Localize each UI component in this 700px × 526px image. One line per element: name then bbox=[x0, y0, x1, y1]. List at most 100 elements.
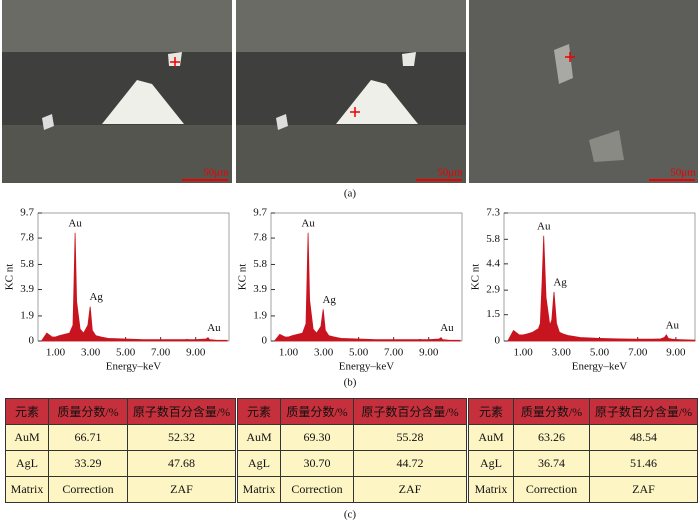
table-row: AuM 63.26 48.54 bbox=[468, 424, 698, 451]
table-row: 元素 质量分数/% 原子数百分含量/% bbox=[5, 398, 236, 425]
table-cell: 36.74 bbox=[513, 450, 590, 477]
table-row: Matrix Correction ZAF bbox=[237, 476, 467, 503]
y-tick-label: 1.9 bbox=[253, 309, 267, 321]
x-axis-label: Energy–keV bbox=[572, 361, 627, 373]
x-tick-label: 5.00 bbox=[116, 347, 136, 359]
table-row: AuM 69.30 55.28 bbox=[237, 424, 467, 451]
table-cell: Matrix bbox=[468, 476, 514, 503]
sem-image: 50μm bbox=[2, 0, 232, 183]
y-tick-label: 1.5 bbox=[486, 308, 500, 320]
table-cell: Correction bbox=[513, 476, 590, 503]
table-row: AgL 30.70 44.72 bbox=[237, 450, 467, 477]
table-cell: 66.71 bbox=[48, 424, 128, 451]
y-tick-label: 0 bbox=[29, 335, 35, 347]
table-cell: 30.70 bbox=[280, 450, 354, 477]
table-cell: 52.32 bbox=[127, 424, 236, 451]
x-tick-label: 1.00 bbox=[46, 347, 66, 359]
result-table: 元素 质量分数/% 原子数百分含量/% AuM 66.71 52.32 AgL 33.29 47… bbox=[5, 398, 236, 503]
table-cell: 33.29 bbox=[48, 450, 128, 477]
table-cell: 元素 bbox=[5, 398, 49, 425]
peak-label: Ag bbox=[553, 276, 567, 288]
spectrum bbox=[40, 232, 228, 342]
table-cell: 63.26 bbox=[513, 424, 590, 451]
table-cell: Matrix bbox=[5, 476, 49, 503]
table-cell: Matrix bbox=[237, 476, 281, 503]
table-row: 元素 质量分数/% 原子数百分含量/% bbox=[468, 398, 698, 425]
table-cell: 元素 bbox=[237, 398, 281, 425]
y-tick-label: 7.3 bbox=[486, 207, 500, 219]
scale-bar: 50μm bbox=[203, 167, 229, 179]
table-cell: 原子数百分含量/% bbox=[353, 398, 467, 425]
peak-label: Au bbox=[68, 217, 82, 229]
y-tick-label: 3.9 bbox=[253, 283, 267, 295]
y-tick-label: 5.8 bbox=[486, 233, 500, 245]
panel-label: (a) bbox=[344, 188, 357, 200]
y-tick-label: 2.9 bbox=[486, 284, 500, 296]
peak-label: Au bbox=[301, 217, 315, 229]
table-cell: 51.46 bbox=[589, 450, 698, 477]
plot-area bbox=[37, 212, 230, 342]
table-cell: Correction bbox=[280, 476, 354, 503]
table-row: AgL 33.29 47.68 bbox=[5, 450, 236, 477]
table-cell: AgL bbox=[468, 450, 514, 477]
x-axis-label: Energy–keV bbox=[106, 361, 161, 373]
x-tick-label: 3.00 bbox=[81, 347, 101, 359]
y-tick-label: 0 bbox=[495, 335, 501, 347]
sem-image: 50μm bbox=[469, 0, 698, 183]
table-cell: 47.68 bbox=[127, 450, 236, 477]
table-cell: AgL bbox=[237, 450, 281, 477]
table-cell: Correction bbox=[48, 476, 128, 503]
table-row: AuM 66.71 52.32 bbox=[5, 424, 236, 451]
y-tick-label: 5.8 bbox=[20, 258, 34, 270]
x-tick-label: 9.00 bbox=[666, 347, 686, 359]
y-tick-label: 4.4 bbox=[486, 257, 500, 269]
x-tick-label: 7.00 bbox=[151, 347, 171, 359]
table-cell: 原子数百分含量/% bbox=[127, 398, 236, 425]
y-tick-label: 9.7 bbox=[20, 207, 34, 219]
table-row: Matrix Correction ZAF bbox=[468, 476, 698, 503]
table-cell: ZAF bbox=[353, 476, 467, 503]
y-axis-label: KC nt bbox=[237, 264, 249, 291]
peak-label: Ag bbox=[89, 291, 103, 303]
peak-label: Au bbox=[666, 319, 680, 331]
result-table: 元素 质量分数/% 原子数百分含量/% AuM 63.26 48.54 AgL 36.74 51… bbox=[468, 398, 698, 503]
y-tick-label: 1.9 bbox=[20, 309, 34, 321]
table-cell: ZAF bbox=[589, 476, 698, 503]
y-tick-label: 7.8 bbox=[253, 232, 267, 244]
scale-bar: 50μm bbox=[670, 167, 696, 179]
table-cell: AgL bbox=[5, 450, 49, 477]
y-tick-label: 3.9 bbox=[20, 283, 34, 295]
y-tick-label: 9.7 bbox=[253, 207, 267, 219]
x-tick-label: 1.00 bbox=[279, 347, 299, 359]
x-tick-label: 1.00 bbox=[513, 347, 533, 359]
sem-image: 50μm bbox=[236, 0, 466, 183]
x-tick-label: 3.00 bbox=[552, 347, 572, 359]
x-tick-label: 7.00 bbox=[384, 347, 404, 359]
y-axis-label: KC nt bbox=[4, 264, 16, 291]
panel-label: (b) bbox=[344, 377, 357, 389]
x-axis-label: Energy–keV bbox=[339, 361, 394, 373]
table-row: 元素 质量分数/% 原子数百分含量/% bbox=[237, 398, 467, 425]
table-cell: ZAF bbox=[127, 476, 236, 503]
table-cell: 69.30 bbox=[280, 424, 354, 451]
plot-area bbox=[270, 212, 463, 342]
y-axis-label: KC nt bbox=[470, 264, 482, 291]
spectrum bbox=[273, 232, 461, 342]
peak-label: Au bbox=[207, 322, 221, 334]
y-tick-label: 0 bbox=[262, 335, 268, 347]
table-row: Matrix Correction ZAF bbox=[5, 476, 236, 503]
table-cell: 44.72 bbox=[353, 450, 467, 477]
x-tick-label: 9.00 bbox=[186, 347, 206, 359]
scale-bar: 50μm bbox=[437, 167, 463, 179]
table-cell: 质量分数/% bbox=[48, 398, 128, 425]
table-cell: AuM bbox=[468, 424, 514, 451]
y-tick-label: 5.8 bbox=[253, 258, 267, 270]
table-row: AgL 36.74 51.46 bbox=[468, 450, 698, 477]
table-cell: 质量分数/% bbox=[513, 398, 590, 425]
table-cell: 原子数百分含量/% bbox=[589, 398, 698, 425]
x-tick-label: 7.00 bbox=[628, 347, 648, 359]
x-tick-label: 5.00 bbox=[349, 347, 369, 359]
table-cell: 48.54 bbox=[589, 424, 698, 451]
